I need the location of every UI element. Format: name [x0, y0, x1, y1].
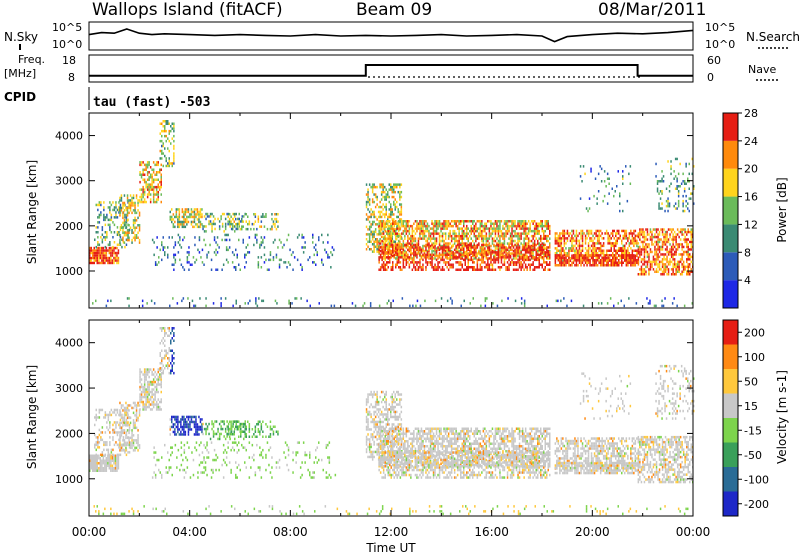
colorbar-tick-label: 12 — [744, 218, 758, 231]
colorbar-tick-label: 28 — [744, 107, 758, 120]
velocity-panel: 1000 2000 3000 4000 Slant Range [km] 200 100… — [25, 319, 789, 554]
x-tick-label: 00:00 — [676, 525, 711, 539]
colorbar-segment — [723, 140, 738, 169]
noise-panel: N.Sky 10^5 10^0 10^5 10^0 N.Search — [4, 21, 800, 51]
freq-series-line — [89, 64, 693, 77]
power-data — [89, 120, 695, 308]
y-tick-label: 3000 — [55, 382, 83, 395]
colorbar-tick-label: 8 — [744, 246, 751, 259]
velocity-y-ticks: 1000 2000 3000 4000 — [55, 320, 694, 516]
colorbar-tick-label: -15 — [744, 424, 762, 437]
colorbar-segment — [723, 418, 738, 443]
colorbar-segment — [723, 393, 738, 418]
y-tick-label: 2000 — [55, 220, 83, 233]
colorbar-tick-label: 50 — [744, 375, 758, 388]
colorbar-segment — [723, 369, 738, 394]
noise-right-tick-top: 10^5 — [705, 21, 735, 34]
nave-right-tick-top: 60 — [707, 54, 721, 67]
y-tick-label: 2000 — [55, 427, 83, 440]
colorbar-tick-label: -200 — [744, 498, 769, 511]
colorbar-segment — [723, 320, 738, 345]
freq-panel: Freq. [MHz] 18 8 60 0 Nave — [4, 53, 780, 84]
colorbar-tick-label: -100 — [744, 473, 769, 486]
nave-label: Nave — [748, 63, 776, 76]
colorbar-segment — [723, 442, 738, 467]
colorbar-segment — [723, 252, 738, 281]
freq-unit-label: [MHz] — [4, 67, 36, 80]
colorbar-segment — [723, 196, 738, 225]
velocity-ylabel: Slant Range [km] — [25, 365, 39, 469]
x-tick-label: 00:00 — [72, 525, 107, 539]
colorbar-tick-label: 16 — [744, 191, 758, 204]
x-tick-label: 12:00 — [374, 525, 409, 539]
y-tick-label: 1000 — [55, 473, 83, 486]
x-tick-label: 04:00 — [172, 525, 207, 539]
nsearch-label: N.Search — [746, 30, 800, 44]
noise-right-tick-bottom: 10^0 — [705, 38, 735, 51]
power-colorbar: 4 8 12 16 20 24 28 — [722, 107, 758, 309]
nsky-label: N.Sky — [4, 30, 38, 44]
colorbar-segment — [723, 491, 738, 516]
colorbar-tick-label: -50 — [744, 449, 762, 462]
power-colorbar-label: Power [dB] — [775, 177, 789, 242]
x-tick-label: 20:00 — [575, 525, 610, 539]
beam-title: Beam 09 — [356, 0, 432, 20]
freq-left-tick-bottom: 8 — [68, 71, 75, 84]
x-tick-label: 16:00 — [474, 525, 509, 539]
colorbar-tick-label: 15 — [744, 400, 758, 413]
x-tick-label: 08:00 — [273, 525, 308, 539]
velocity-colorbar: 200 100 50 15 -15 -50 -100 -200 — [722, 319, 769, 517]
power-panel: 1000 2000 3000 4000 Slant Range [km] 4 8 12 16… — [25, 107, 789, 309]
y-tick-label: 3000 — [55, 175, 83, 188]
time-xlabel: Time UT — [365, 541, 416, 554]
colorbar-tick-label: 200 — [744, 326, 765, 339]
colorbar-tick-label: 4 — [744, 274, 751, 287]
colorbar-segment — [723, 113, 738, 141]
noise-left-tick-bottom: 10^0 — [52, 38, 82, 51]
velocity-colorbar-label: Velocity [m s-1] — [775, 370, 789, 464]
velocity-data — [89, 327, 695, 516]
nave-right-tick-bottom: 0 — [707, 71, 714, 84]
colorbar-segment — [723, 168, 738, 197]
noise-left-tick-top: 10^5 — [52, 21, 82, 34]
cpid-text: tau (fast) -503 — [93, 95, 210, 110]
power-y-ticks: 1000 2000 3000 4000 — [55, 113, 694, 308]
station-title: Wallops Island (fitACF) — [92, 0, 283, 20]
y-tick-label: 1000 — [55, 265, 83, 278]
freq-label: Freq. — [18, 53, 45, 66]
colorbar-segment — [723, 224, 738, 253]
date-title: 08/Mar/2011 — [598, 0, 706, 20]
colorbar-segment — [723, 467, 738, 492]
power-ylabel: Slant Range [km] — [25, 160, 39, 264]
cpid-label: CPID — [4, 90, 36, 104]
colorbar-segment — [723, 344, 738, 369]
time-x-ticks: 00:00 04:00 08:00 12:00 16:00 20:00 00:00 — [72, 525, 711, 539]
colorbar-segment — [723, 280, 738, 308]
colorbar-tick-label: 20 — [744, 163, 758, 176]
colorbar-tick-label: 100 — [744, 351, 765, 364]
colorbar-tick-label: 24 — [744, 135, 758, 148]
freq-left-tick-top: 18 — [62, 54, 76, 67]
y-tick-label: 4000 — [55, 130, 83, 143]
noise-series-line — [88, 28, 694, 43]
y-tick-label: 4000 — [55, 337, 83, 350]
